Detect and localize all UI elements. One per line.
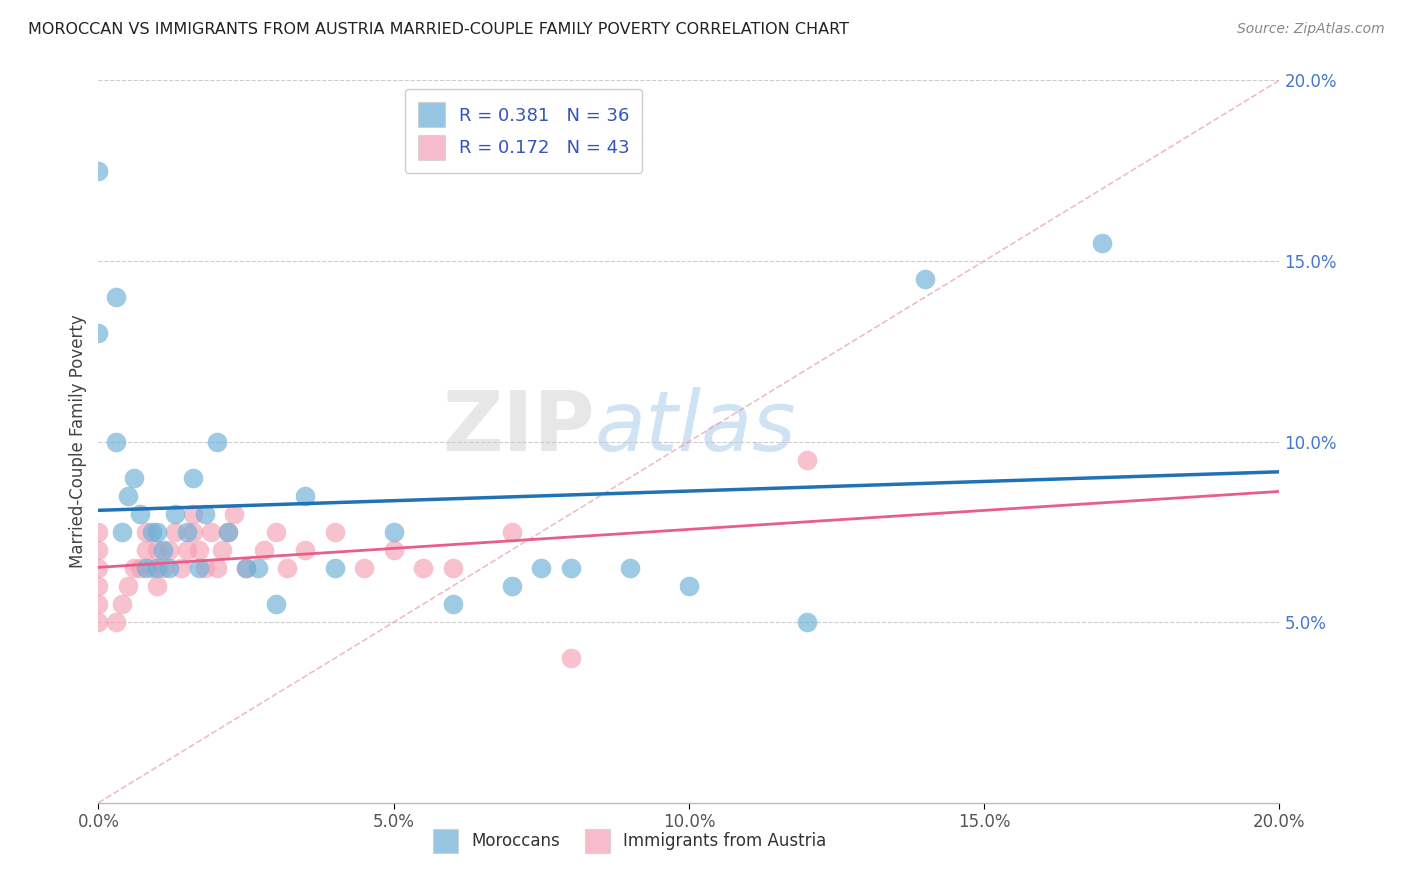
Point	[501, 524, 523, 539]
Point	[235, 561, 257, 575]
Point	[141, 561, 163, 575]
Point	[211, 542, 233, 557]
Point	[294, 542, 316, 557]
Point	[217, 524, 239, 539]
Point	[276, 561, 298, 575]
Point	[135, 524, 157, 539]
Point	[122, 471, 145, 485]
Point	[87, 597, 110, 611]
Y-axis label: Married-Couple Family Poverty: Married-Couple Family Poverty	[69, 315, 87, 568]
Point	[323, 524, 346, 539]
Point	[205, 561, 228, 575]
Point	[105, 290, 128, 304]
Point	[157, 561, 180, 575]
Point	[205, 434, 228, 449]
Point	[264, 597, 287, 611]
Point	[87, 542, 110, 557]
Text: ZIP: ZIP	[441, 386, 595, 467]
Point	[181, 524, 204, 539]
Point	[441, 597, 464, 611]
Point	[146, 542, 169, 557]
Point	[128, 561, 150, 575]
Point	[200, 524, 222, 539]
Point	[157, 542, 180, 557]
Point	[264, 524, 287, 539]
Point	[796, 615, 818, 630]
Point	[87, 163, 110, 178]
Point	[560, 561, 582, 575]
Point	[235, 561, 257, 575]
Point	[224, 507, 246, 521]
Point	[253, 542, 276, 557]
Point	[146, 524, 169, 539]
Point	[187, 542, 209, 557]
Point	[87, 579, 110, 593]
Point	[412, 561, 434, 575]
Point	[117, 489, 139, 503]
Point	[117, 579, 139, 593]
Point	[294, 489, 316, 503]
Point	[152, 542, 174, 557]
Point	[678, 579, 700, 593]
Point	[170, 561, 193, 575]
Text: MOROCCAN VS IMMIGRANTS FROM AUSTRIA MARRIED-COUPLE FAMILY POVERTY CORRELATION CH: MOROCCAN VS IMMIGRANTS FROM AUSTRIA MARR…	[28, 22, 849, 37]
Point	[246, 561, 269, 575]
Point	[122, 561, 145, 575]
Point	[187, 561, 209, 575]
Point	[560, 651, 582, 665]
Point	[530, 561, 553, 575]
Point	[217, 524, 239, 539]
Point	[105, 615, 128, 630]
Point	[181, 471, 204, 485]
Point	[146, 561, 169, 575]
Point	[111, 524, 134, 539]
Point	[165, 524, 187, 539]
Point	[441, 561, 464, 575]
Point	[87, 326, 110, 340]
Point	[152, 561, 174, 575]
Point	[1091, 235, 1114, 250]
Point	[87, 615, 110, 630]
Point	[181, 507, 204, 521]
Point	[135, 542, 157, 557]
Point	[914, 272, 936, 286]
Point	[619, 561, 641, 575]
Point	[87, 524, 110, 539]
Point	[111, 597, 134, 611]
Point	[105, 434, 128, 449]
Point	[353, 561, 375, 575]
Point	[165, 507, 187, 521]
Point	[194, 561, 217, 575]
Point	[796, 452, 818, 467]
Point	[146, 579, 169, 593]
Point	[135, 561, 157, 575]
Point	[176, 542, 198, 557]
Point	[176, 524, 198, 539]
Point	[501, 579, 523, 593]
Legend: Moroccans, Immigrants from Austria: Moroccans, Immigrants from Austria	[426, 822, 834, 860]
Point	[382, 524, 405, 539]
Text: Source: ZipAtlas.com: Source: ZipAtlas.com	[1237, 22, 1385, 37]
Point	[382, 542, 405, 557]
Point	[323, 561, 346, 575]
Point	[128, 507, 150, 521]
Point	[141, 524, 163, 539]
Point	[194, 507, 217, 521]
Point	[87, 561, 110, 575]
Text: atlas: atlas	[595, 386, 796, 467]
